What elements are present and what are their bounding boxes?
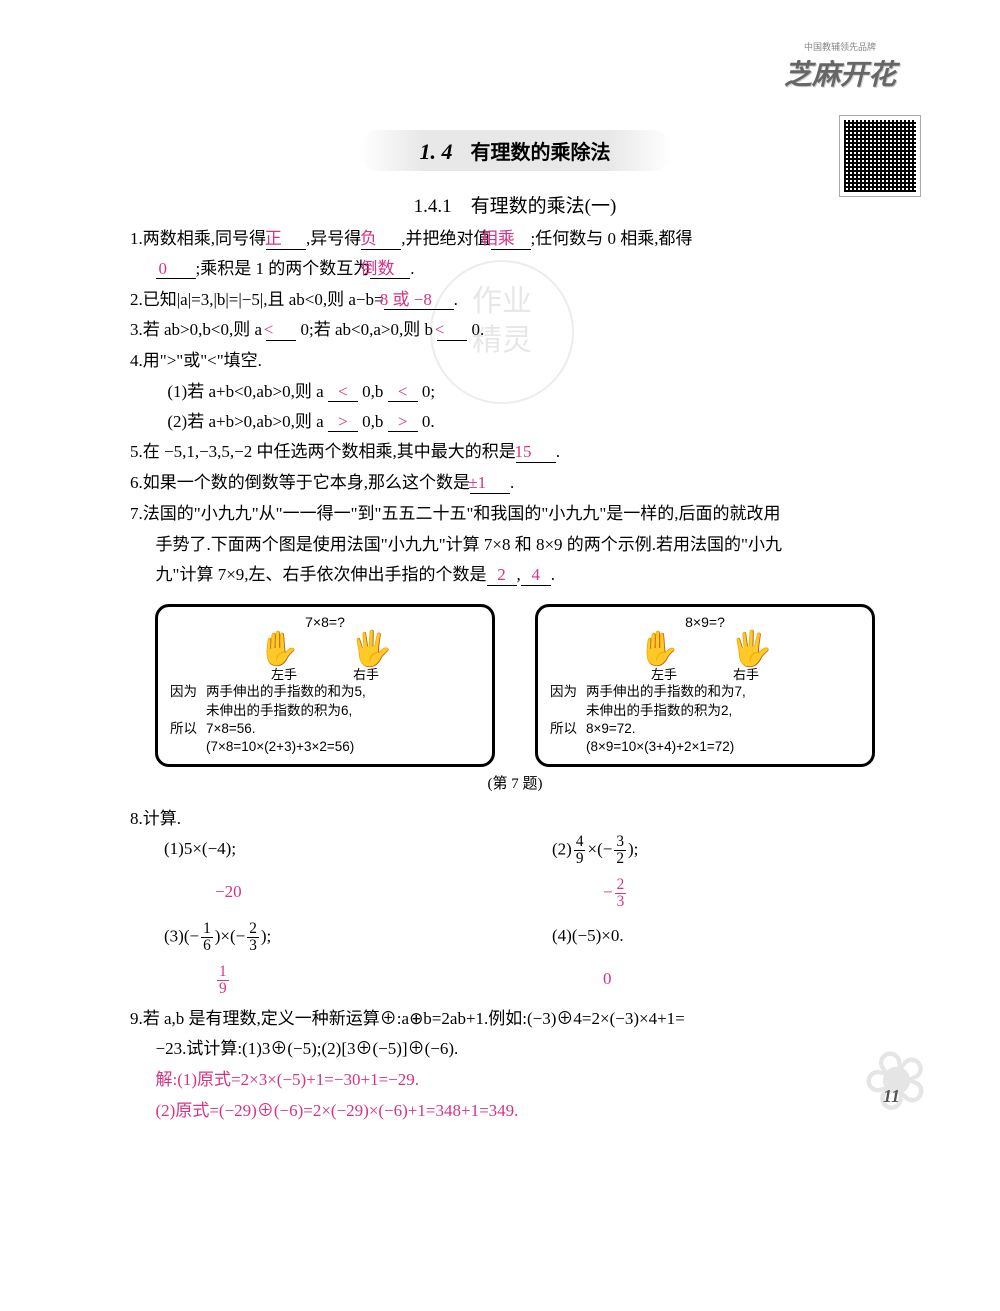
answer-blank: 4 xyxy=(521,566,551,586)
q8-4: (4)(−5)×0. xyxy=(552,921,900,954)
answer-blank: 0 xyxy=(156,260,196,280)
box1-title: 7×8=? xyxy=(170,613,480,632)
answer-blank: < xyxy=(437,321,467,341)
question-7: 7.法国的"小九九"从"一一得一"到"五五二十五"和我国的"小九九"是一样的,后… xyxy=(130,499,900,529)
question-8: 8.计算. xyxy=(130,804,900,834)
answer-8-3: 19 xyxy=(164,958,512,1003)
question-9: 9.若 a,b 是有理数,定义一种新运算⊕:a⊕b=2ab+1.例如:(−3)⊕… xyxy=(130,1004,900,1034)
solution-9-2: (2)原式=(−29)⊕(−6)=2×(−29)×(−6)+1=348+1=34… xyxy=(130,1096,900,1126)
question-7-cont2: 九"计算 7×9,左、右手依次伸出手指的个数是2,4. xyxy=(130,560,900,590)
worksheet-page: 中国教辅领先品牌 芝麻开花 1. 4 有理数的乘除法 1.4.1 有理数的乘法(… xyxy=(0,0,1000,1167)
answer-blank: 2 xyxy=(487,566,517,586)
brand-logo: 中国教辅领先品牌 芝麻开花 xyxy=(770,40,910,100)
answer-8-4: 0 xyxy=(552,958,900,1003)
answer-blank: > xyxy=(328,413,358,433)
example-box-2: 8×9=? ✋🖐 左手右手 因为两手伸出的手指数的和为7,未伸出的手指数的积为2… xyxy=(535,604,875,767)
hand-labels: 左手右手 xyxy=(550,666,860,684)
answer-blank: 相乘 xyxy=(491,230,531,250)
question-4: 4.用">"或"<"填空. xyxy=(130,346,900,376)
question-2: 2.已知|a|=3,|b|=|−5|,且 ab<0,则 a−b=8 或 −8. xyxy=(130,285,900,315)
answer-blank: 8 或 −8 xyxy=(384,291,454,311)
brand-tagline: 中国教辅领先品牌 xyxy=(770,40,910,53)
page-number: 11 xyxy=(883,1086,900,1107)
answer-8-2: −23 xyxy=(552,871,900,916)
figure-caption: (第 7 题) xyxy=(130,771,900,797)
question-9-cont: −23.试计算:(1)3⊕(−5);(2)[3⊕(−5)]⊕(−6). xyxy=(130,1034,900,1064)
section-title-pill: 1. 4 有理数的乘除法 xyxy=(360,130,671,171)
q8-3: (3)(−16)×(−23); xyxy=(164,921,512,954)
question-4-1: (1)若 a+b<0,ab>0,则 a < 0,b < 0; xyxy=(130,377,900,407)
example-box-1: 7×8=? ✋🖐 左手右手 因为两手伸出的手指数的和为5,未伸出的手指数的积为6… xyxy=(155,604,495,767)
answer-blank: 倒数 xyxy=(370,260,410,280)
question-6: 6.如果一个数的倒数等于它本身,那么这个数是±1. xyxy=(130,468,900,498)
answer-8-1: −20 xyxy=(164,871,512,916)
questions-body: 1.两数相乘,同号得正,异号得负,并把绝对值相乘;任何数与 0 相乘,都得 0;… xyxy=(130,224,900,1126)
qr-code-icon xyxy=(840,116,920,196)
answer-blank: 负 xyxy=(361,230,401,250)
section-name: 有理数的乘除法 xyxy=(471,142,611,164)
question-3: 3.若 ab>0,b<0,则 a < 0;若 ab<0,a>0,则 b < 0. xyxy=(130,315,900,345)
subsection-title: 1.4.1 有理数的乘法(一) xyxy=(130,191,900,218)
hands-icon: ✋🖐 xyxy=(170,632,480,666)
answer-blank: < xyxy=(388,383,418,403)
hands-icon: ✋🖐 xyxy=(550,632,860,666)
solution-9-1: 解:(1)原式=2×3×(−5)+1=−30+1=−29. xyxy=(130,1065,900,1095)
answer-blank: 正 xyxy=(266,230,306,250)
question-4-2: (2)若 a+b>0,ab>0,则 a > 0,b > 0. xyxy=(130,407,900,437)
answer-blank: ±1 xyxy=(470,474,510,494)
section-number: 1. 4 xyxy=(420,139,453,164)
question-5: 5.在 −5,1,−3,5,−2 中任选两个数相乘,其中最大的积是15. xyxy=(130,437,900,467)
brand-name: 芝麻开花 xyxy=(770,53,910,93)
box2-title: 8×9=? xyxy=(550,613,860,632)
answer-blank: > xyxy=(388,413,418,433)
question-1: 1.两数相乘,同号得正,异号得负,并把绝对值相乘;任何数与 0 相乘,都得 0;… xyxy=(130,224,900,284)
answer-blank: 15 xyxy=(516,443,556,463)
q8-1: (1)5×(−4); xyxy=(164,834,512,867)
hand-labels: 左手右手 xyxy=(170,666,480,684)
answer-blank: < xyxy=(328,383,358,403)
answer-blank: < xyxy=(266,321,296,341)
question-7-cont: 手势了.下面两个图是使用法国"小九九"计算 7×8 和 8×9 的两个示例.若用… xyxy=(130,530,900,560)
q8-2: (2)49×(−32); xyxy=(552,834,900,867)
section-header: 1. 4 有理数的乘除法 xyxy=(130,130,900,171)
example-boxes: 7×8=? ✋🖐 左手右手 因为两手伸出的手指数的和为5,未伸出的手指数的积为6… xyxy=(130,604,900,767)
calc-grid: (1)5×(−4); (2)49×(−32); −20 −23 (3)(−16)… xyxy=(130,834,900,1002)
